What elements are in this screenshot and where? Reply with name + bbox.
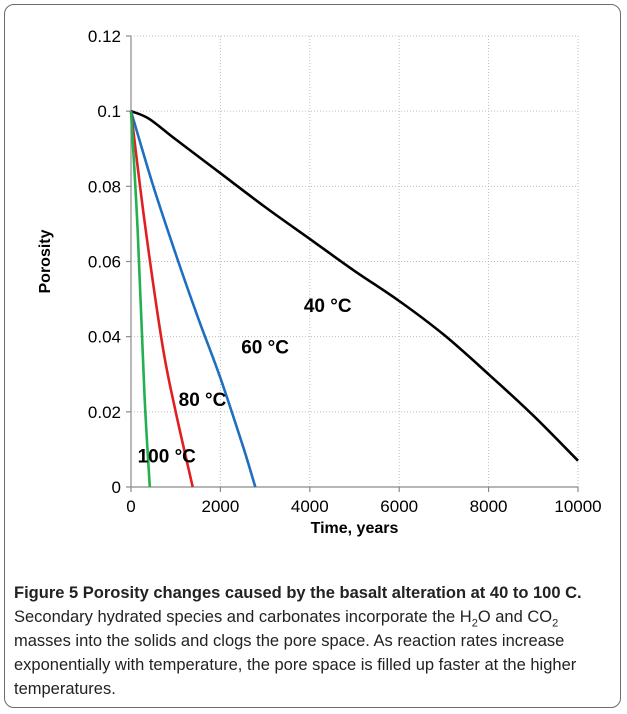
caption-text-part-3: masses into the solids and clogs the por… bbox=[14, 632, 577, 698]
series-label-40c: 40 °C bbox=[304, 296, 352, 317]
series-line-100c bbox=[129, 111, 152, 488]
figure-frame bbox=[4, 4, 621, 708]
caption-text-part-2: O and CO bbox=[477, 608, 553, 626]
data-series bbox=[129, 109, 579, 488]
x-tick-label: 4000 bbox=[291, 497, 329, 516]
x-axis-title: Time, years bbox=[311, 520, 399, 537]
series-label-80c: 80 °C bbox=[179, 390, 227, 411]
series-label-100c: 100 °C bbox=[138, 447, 197, 468]
series-label-60c: 60 °C bbox=[241, 338, 289, 359]
series-line-60c bbox=[129, 110, 257, 488]
caption-subscript-2: 2 bbox=[552, 617, 559, 630]
y-tick-label: 0.1 bbox=[97, 102, 121, 121]
figure-caption: Figure 5 Porosity changes caused by the … bbox=[14, 581, 616, 701]
y-tick-label: 0.06 bbox=[88, 253, 121, 272]
x-tick-label: 0 bbox=[126, 497, 135, 516]
x-tick-label: 10000 bbox=[554, 497, 601, 516]
caption-subscript-1: 2 bbox=[471, 617, 478, 630]
x-tick-label: 6000 bbox=[380, 497, 418, 516]
chart-axes bbox=[126, 35, 579, 492]
y-tick-label: 0.12 bbox=[88, 27, 121, 46]
y-tick-label: 0.02 bbox=[88, 403, 121, 422]
tick-labels: 0 0.02 0.04 0.06 0.08 0.1 0.12 0 2000 4000 6000 800… bbox=[88, 27, 602, 516]
y-tick-label: 0 bbox=[112, 478, 121, 497]
series-line-40c bbox=[130, 109, 579, 462]
y-axis-title: Porosity bbox=[37, 229, 54, 293]
grid-lines bbox=[131, 35, 579, 487]
series-labels: 40 °C 60 °C 80 °C 100 °C bbox=[138, 296, 352, 467]
figure-caption-title: Figure 5 Porosity changes caused by the … bbox=[14, 584, 582, 602]
caption-text-part-1: Secondary hydrated species and carbonate… bbox=[14, 608, 472, 626]
x-tick-label: 8000 bbox=[470, 497, 508, 516]
y-tick-label: 0.08 bbox=[88, 177, 121, 196]
series-line-80c bbox=[129, 111, 194, 488]
y-tick-label: 0.04 bbox=[88, 328, 121, 347]
porosity-chart: 0 0.02 0.04 0.06 0.08 0.1 0.12 0 2000 4000 6000 800… bbox=[37, 27, 602, 537]
x-tick-label: 2000 bbox=[201, 497, 239, 516]
